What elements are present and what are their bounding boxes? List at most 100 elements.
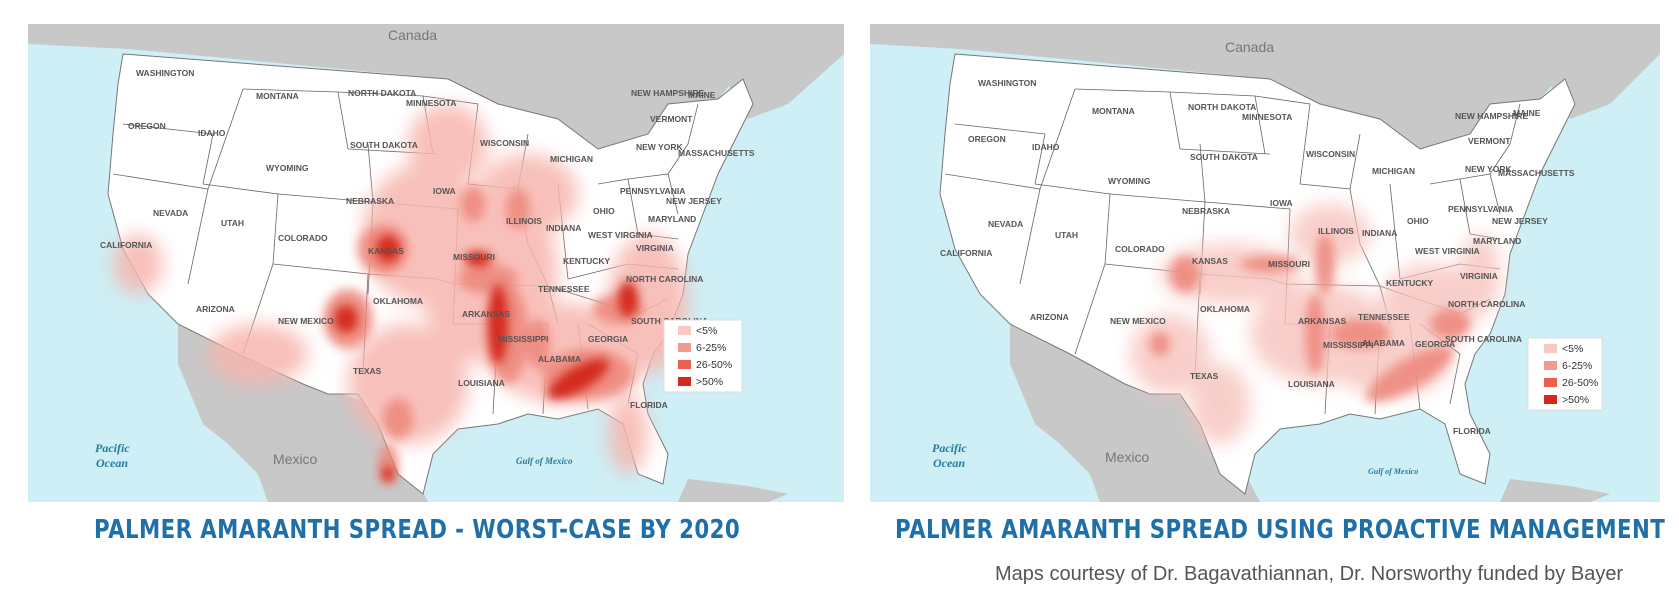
state-label-south-carolina: SOUTH CAROLINA [1445, 334, 1522, 344]
state-label-iowa: IOWA [1270, 198, 1293, 208]
legend-label-1: <5% [1562, 343, 1583, 355]
state-label-montana: MONTANA [256, 91, 299, 101]
map-legend: <5% 6-25% 26-50% >50% [1527, 337, 1603, 411]
legend-swatch-4 [1544, 395, 1557, 404]
legend-swatch-2 [1544, 361, 1557, 370]
state-label-florida: FLORIDA [630, 400, 668, 410]
pacific-label-1: Pacific [932, 441, 967, 455]
cuba-land [1500, 479, 1610, 502]
state-label-oregon: OREGON [968, 134, 1006, 144]
state-label-texas: TEXAS [1190, 371, 1219, 381]
state-label-new-york: NEW YORK [636, 142, 683, 152]
map-worst-case-svg: Canada Mexico Pacific Ocean Gulf of Mexi… [28, 24, 844, 502]
legend-swatch-2 [678, 343, 691, 352]
state-label-nebraska: NEBRASKA [1182, 206, 1230, 216]
state-label-kentucky: KENTUCKY [1386, 278, 1434, 288]
state-label-kansas: KANSAS [368, 246, 404, 256]
state-label-massachusetts: MASSACHUSETTS [678, 148, 755, 158]
state-label-illinois: ILLINOIS [506, 216, 542, 226]
state-label-nevada: NEVADA [988, 219, 1023, 229]
credit-text: Maps courtesy of Dr. Bagavathiannan, Dr.… [995, 563, 1624, 585]
state-label-maryland: MARYLAND [648, 214, 696, 224]
state-label-virginia: VIRGINIA [636, 243, 674, 253]
map-legend: <5% 6-25% 26-50% >50% [663, 319, 743, 393]
state-label-california: CALIFORNIA [940, 248, 992, 258]
legend-label-3: 26-50% [696, 359, 732, 371]
state-label-florida: FLORIDA [1453, 426, 1491, 436]
state-label-illinois: ILLINOIS [1318, 226, 1354, 236]
state-label-texas: TEXAS [353, 366, 382, 376]
state-label-arkansas: ARKANSAS [1298, 316, 1347, 326]
state-label-new-hampshire: NEW HAMPSHIRE [1455, 111, 1529, 121]
legend-swatch-1 [678, 326, 691, 335]
legend-swatch-3 [1544, 378, 1557, 387]
map-worst-case: Canada Mexico Pacific Ocean Gulf of Mexi… [28, 24, 844, 502]
state-label-oklahoma: OKLAHOMA [1200, 304, 1250, 314]
legend-swatch-4 [678, 377, 691, 386]
state-label-kansas: KANSAS [1192, 256, 1228, 266]
canada-east [728, 24, 844, 119]
state-label-pennsylvania: PENNSYLVANIA [620, 186, 685, 196]
state-label-south-dakota: SOUTH DAKOTA [1190, 152, 1258, 162]
state-label-oregon: OREGON [128, 121, 166, 131]
state-label-maryland: MARYLAND [1473, 236, 1521, 246]
state-label-new-jersey: NEW JERSEY [666, 196, 722, 206]
spread-heatmap [113, 104, 688, 484]
state-label-utah: UTAH [221, 218, 244, 228]
state-label-tennessee: TENNESSEE [1358, 312, 1410, 322]
pacific-label-2: Ocean [933, 456, 965, 470]
state-label-iowa: IOWA [433, 186, 456, 196]
mexico-label: Mexico [273, 451, 318, 467]
state-label-nebraska: NEBRASKA [346, 196, 394, 206]
legend-label-4: >50% [1562, 394, 1589, 406]
state-label-missouri: MISSOURI [453, 252, 495, 262]
state-label-michigan: MICHIGAN [550, 154, 593, 164]
state-label-maine: MAINE [1513, 108, 1541, 118]
state-label-new-jersey: NEW JERSEY [1492, 216, 1548, 226]
cuba-land [678, 479, 788, 502]
canada-label: Canada [388, 27, 437, 43]
state-label-new-mexico: NEW MEXICO [278, 316, 334, 326]
state-label-vermont: VERMONT [1468, 136, 1511, 146]
state-label-utah: UTAH [1055, 230, 1078, 240]
state-label-arizona: ARIZONA [196, 304, 235, 314]
legend-label-2: 6-25% [696, 342, 726, 354]
map-proactive-svg: Canada Mexico Pacific Ocean Gulf of Mexi… [870, 24, 1660, 502]
state-label-kentucky: KENTUCKY [563, 256, 611, 266]
state-label-mississippi: MISSISSIPPI [498, 334, 549, 344]
legend-swatch-3 [678, 360, 691, 369]
state-label-new-york: NEW YORK [1465, 164, 1512, 174]
state-label-colorado: COLORADO [1115, 244, 1165, 254]
state-label-california: CALIFORNIA [100, 240, 152, 250]
state-label-wisconsin: WISCONSIN [1306, 149, 1355, 159]
state-label-north-carolina: NORTH CAROLINA [626, 274, 703, 284]
legend-box [1527, 337, 1603, 411]
pacific-label-1: Pacific [95, 441, 130, 455]
state-label-nevada: NEVADA [153, 208, 188, 218]
legend-box [663, 319, 743, 393]
gulf-label: Gulf of Mexico [1368, 467, 1418, 476]
mexico-label: Mexico [1105, 449, 1150, 465]
state-label-alabama: ALABAMA [1362, 338, 1405, 348]
legend-label-4: >50% [696, 376, 723, 388]
state-label-michigan: MICHIGAN [1372, 166, 1415, 176]
mexico-land [1010, 314, 1260, 502]
state-label-new-hampshire: NEW HAMPSHIRE [631, 88, 705, 98]
state-label-wyoming: WYOMING [266, 163, 309, 173]
state-label-minnesota: MINNESOTA [406, 98, 456, 108]
state-label-wyoming: WYOMING [1108, 176, 1151, 186]
pacific-label-2: Ocean [96, 456, 128, 470]
legend-label-3: 26-50% [1562, 377, 1598, 389]
state-label-georgia: GEORGIA [1415, 339, 1455, 349]
caption-worst-case: PALMER AMARANTH SPREAD - WORST-CASE BY 2… [94, 515, 741, 545]
state-label-west-virginia: WEST VIRGINIA [588, 230, 653, 240]
state-label-wisconsin: WISCONSIN [480, 138, 529, 148]
state-label-arkansas: ARKANSAS [462, 309, 511, 319]
state-label-new-mexico: NEW MEXICO [1110, 316, 1166, 326]
state-label-louisiana: LOUISIANA [458, 378, 505, 388]
state-label-pennsylvania: PENNSYLVANIA [1448, 204, 1513, 214]
canada-land [28, 24, 748, 149]
state-label-ohio: OHIO [1407, 216, 1429, 226]
state-label-minnesota: MINNESOTA [1242, 112, 1292, 122]
state-label-montana: MONTANA [1092, 106, 1135, 116]
